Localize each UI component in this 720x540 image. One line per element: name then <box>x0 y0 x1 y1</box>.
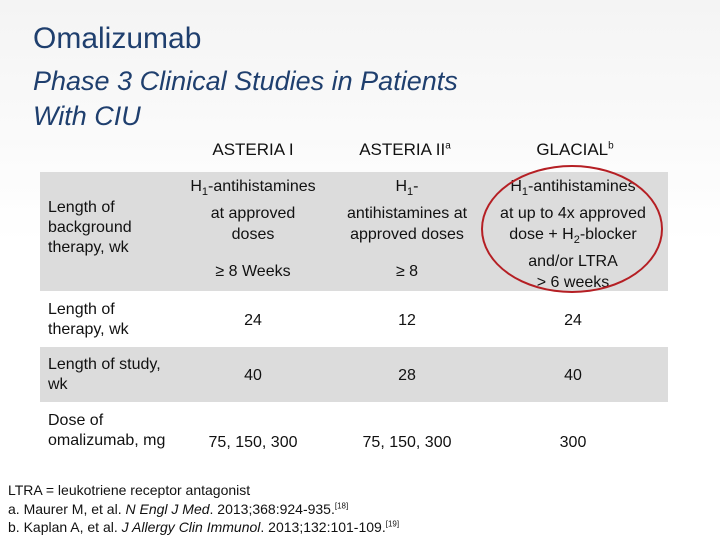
text: H <box>190 178 202 195</box>
cell-asteria-1-dose: 75, 150, 300 <box>208 434 298 451</box>
header-asteria-2: ASTERIA IIa <box>330 140 480 160</box>
cell-line: at approved <box>210 205 296 223</box>
cell-line: H1- <box>332 176 482 203</box>
cell-asteria-2-therapy: 12 <box>398 312 416 329</box>
header-asteria-2-text: ASTERIA II <box>359 140 446 159</box>
text: . 2013;368:924-935. <box>209 501 335 517</box>
header-glacial-footnote-mark: b <box>608 140 614 152</box>
cell-line: approved doses <box>350 226 464 244</box>
text: -antihistamines <box>208 178 316 195</box>
page-title: Omalizumab <box>33 22 202 55</box>
cell-asteria-2-study: 28 <box>398 367 416 384</box>
cell-asteria-1-background: H1-antihistamines at approved doses <box>176 176 330 245</box>
cell-glacial-therapy: 24 <box>564 312 582 329</box>
header-asteria-1: ASTERIA I <box>212 140 294 159</box>
cell-asteria-2-dose: 75, 150, 300 <box>362 434 452 451</box>
text: a. Maurer M, et al. <box>8 501 126 517</box>
row-label-therapy: Length of therapy, wk <box>48 301 129 338</box>
footnote-a: a. Maurer M, et al. N Engl J Med. 2013;3… <box>8 501 348 517</box>
journal-name: J Allergy Clin Immunol <box>121 519 261 535</box>
cell-asteria-2-duration: ≥ 8 <box>395 263 419 280</box>
text: H <box>395 178 408 195</box>
text: - <box>413 178 419 195</box>
cell-asteria-1-study: 40 <box>244 367 262 384</box>
reference-mark: [19] <box>385 519 400 529</box>
reference-mark: [18] <box>334 501 349 511</box>
row-label-study: Length of study, wk <box>48 356 161 393</box>
header-glacial-text: GLACIAL <box>536 140 609 159</box>
row-label-dose: Dose of omalizumab, mg <box>48 412 166 449</box>
cell-asteria-1-therapy: 24 <box>244 312 262 329</box>
footnote-b: b. Kaplan A, et al. J Allergy Clin Immun… <box>8 519 399 535</box>
subtitle-line-1: Phase 3 Clinical Studies in Patients <box>33 66 458 96</box>
highlight-oval <box>481 165 663 293</box>
header-glacial: GLACIALb <box>490 140 660 160</box>
journal-name: N Engl J Med <box>125 501 210 517</box>
header-asteria-2-footnote-mark: a <box>445 140 451 152</box>
subtitle-line-2: With CIU <box>33 101 141 131</box>
text: b. Kaplan A, et al. <box>8 519 122 535</box>
cell-asteria-2-background: H1- antihistamines at approved doses <box>332 176 482 245</box>
row-band-study <box>40 347 668 402</box>
cell-glacial-study: 40 <box>564 367 582 384</box>
row-label-background-therapy: Length of background therapy, wk <box>48 199 132 256</box>
cell-line: antihistamines at <box>346 205 468 223</box>
text: . 2013;132:101-109. <box>260 519 386 535</box>
cell-asteria-1-duration: ≥ 8 Weeks <box>215 263 291 280</box>
cell-line: doses <box>231 226 275 244</box>
page-subtitle: Phase 3 Clinical Studies in Patients Wit… <box>33 64 458 134</box>
footnote-ltra: LTRA = leukotriene receptor antagonist <box>8 482 251 498</box>
cell-line: H1-antihistamines <box>176 176 330 203</box>
subscript: 1 <box>407 186 414 199</box>
cell-glacial-dose: 300 <box>559 434 587 451</box>
subscript: 1 <box>201 186 209 199</box>
